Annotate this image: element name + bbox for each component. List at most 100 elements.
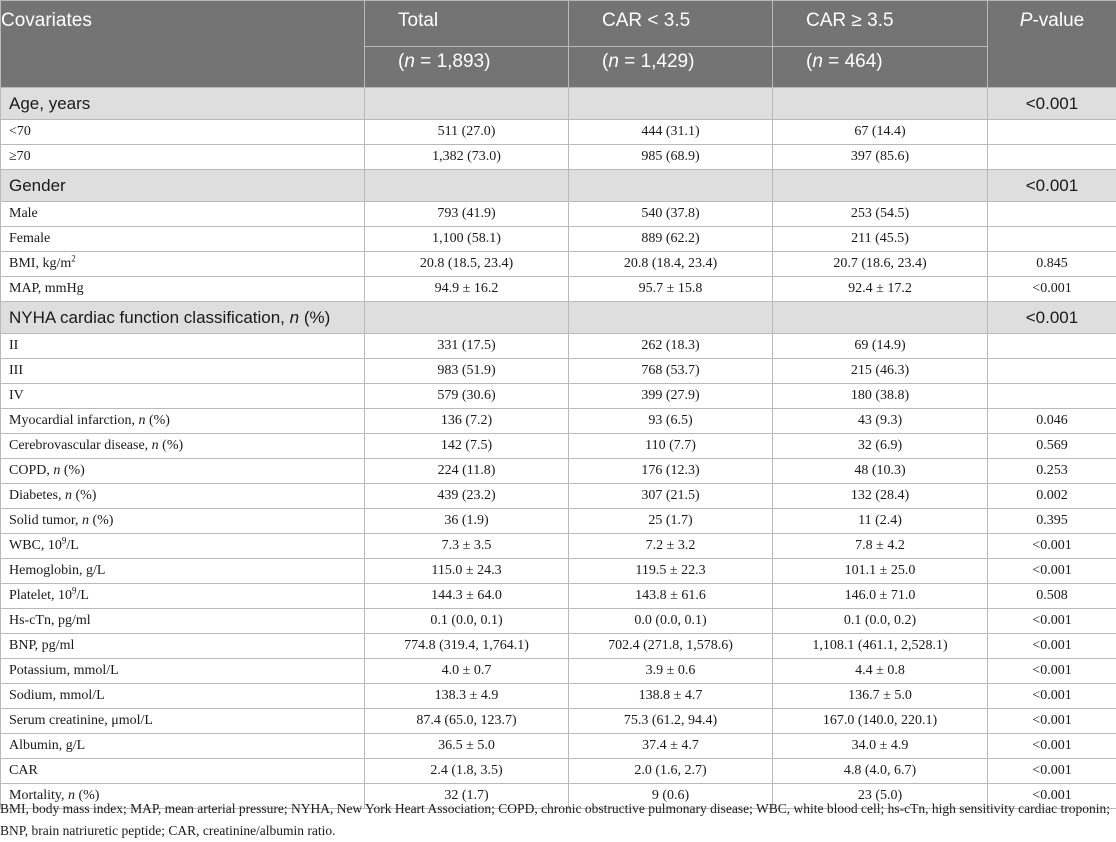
cell-text: = bbox=[823, 51, 845, 72]
table-cell: 7.3 ± 3.5 bbox=[365, 534, 569, 559]
table-cell: Solid tumor, n (%) bbox=[1, 509, 365, 534]
cell-text: 1,429 bbox=[641, 51, 689, 72]
table-cell: Sodium, mmol/L bbox=[1, 684, 365, 709]
header-total-n: (n = 1,893) bbox=[365, 47, 569, 88]
table-cell: 1,100 (58.1) bbox=[365, 227, 569, 252]
cell-text: COPD, bbox=[9, 463, 53, 478]
table-cell: Hs-cTn, pg/ml bbox=[1, 609, 365, 634]
table-cell: 115.0 ± 24.3 bbox=[365, 559, 569, 584]
cell-text: ) bbox=[484, 51, 490, 72]
header-car-high: CAR ≥ 3.5 bbox=[773, 1, 988, 47]
table-cell: Female bbox=[1, 227, 365, 252]
table-cell: 67 (14.4) bbox=[773, 120, 988, 145]
table-cell: Albumin, g/L bbox=[1, 734, 365, 759]
cell-text: n bbox=[82, 513, 89, 528]
table-cell: 4.8 (4.0, 6.7) bbox=[773, 759, 988, 784]
cell-text: (%) bbox=[72, 488, 97, 503]
table-cell: <0.001 bbox=[988, 734, 1116, 759]
table-cell: 983 (51.9) bbox=[365, 359, 569, 384]
table-cell: <70 bbox=[1, 120, 365, 145]
table-cell: 540 (37.8) bbox=[569, 202, 773, 227]
table-cell: WBC, 109/L bbox=[1, 534, 365, 559]
table-cell: 87.4 (65.0, 123.7) bbox=[365, 709, 569, 734]
table-cell: Age, years bbox=[1, 88, 365, 120]
table-cell bbox=[988, 359, 1116, 384]
table-cell: 768 (53.7) bbox=[569, 359, 773, 384]
table-cell: 69 (14.9) bbox=[773, 334, 988, 359]
table-cell: 0.0 (0.0, 0.1) bbox=[569, 609, 773, 634]
table-cell: 0.002 bbox=[988, 484, 1116, 509]
table-cell: <0.001 bbox=[988, 277, 1116, 302]
table-cell: 0.845 bbox=[988, 252, 1116, 277]
cell-text: /L bbox=[77, 588, 89, 603]
table-cell: Cerebrovascular disease, n (%) bbox=[1, 434, 365, 459]
table-cell: <0.001 bbox=[988, 534, 1116, 559]
table-cell: 110 (7.7) bbox=[569, 434, 773, 459]
cell-text: n bbox=[608, 51, 619, 72]
cell-text: (%) bbox=[145, 413, 170, 428]
table-cell: III bbox=[1, 359, 365, 384]
cell-text: -value bbox=[1032, 10, 1084, 31]
table-cell: 215 (46.3) bbox=[773, 359, 988, 384]
cell-text: = bbox=[415, 51, 437, 72]
table-row: Diabetes, n (%)439 (23.2)307 (21.5)132 (… bbox=[1, 484, 1116, 509]
table-cell: 0.046 bbox=[988, 409, 1116, 434]
table-cell: 75.3 (61.2, 94.4) bbox=[569, 709, 773, 734]
table-cell: 138.8 ± 4.7 bbox=[569, 684, 773, 709]
table-cell: Male bbox=[1, 202, 365, 227]
cell-text: ) bbox=[876, 51, 882, 72]
table-cell bbox=[773, 302, 988, 334]
cell-text: /L bbox=[66, 538, 78, 553]
table-cell: II bbox=[1, 334, 365, 359]
section-row-gender: Gender <0.001 bbox=[1, 170, 1116, 202]
table-cell: Gender bbox=[1, 170, 365, 202]
cell-text: Total bbox=[398, 10, 438, 31]
table-cell: 101.1 ± 25.0 bbox=[773, 559, 988, 584]
table-cell: 2.0 (1.6, 2.7) bbox=[569, 759, 773, 784]
table-cell: 774.8 (319.4, 1,764.1) bbox=[365, 634, 569, 659]
cell-text: (%) bbox=[299, 308, 330, 327]
table-cell bbox=[569, 170, 773, 202]
table-cell: <0.001 bbox=[988, 170, 1116, 202]
table-cell: 180 (38.8) bbox=[773, 384, 988, 409]
table-cell: 7.8 ± 4.2 bbox=[773, 534, 988, 559]
cell-text: Covariates bbox=[1, 10, 92, 31]
header-car-low-n: (n = 1,429) bbox=[569, 47, 773, 88]
cell-text: P bbox=[1020, 10, 1033, 31]
table-cell: 444 (31.1) bbox=[569, 120, 773, 145]
table-cell: 579 (30.6) bbox=[365, 384, 569, 409]
table-cell: 146.0 ± 71.0 bbox=[773, 584, 988, 609]
table-cell bbox=[988, 384, 1116, 409]
table-cell: 224 (11.8) bbox=[365, 459, 569, 484]
table-cell: <0.001 bbox=[988, 609, 1116, 634]
table-cell: <0.001 bbox=[988, 559, 1116, 584]
cell-text: 2 bbox=[71, 253, 76, 263]
baseline-characteristics-table: Covariates Total CAR < 3.5 CAR ≥ 3.5 P-v… bbox=[0, 0, 1116, 809]
table-cell: 0.569 bbox=[988, 434, 1116, 459]
table-cell: 439 (23.2) bbox=[365, 484, 569, 509]
header-car-low: CAR < 3.5 bbox=[569, 1, 773, 47]
table-cell: 144.3 ± 64.0 bbox=[365, 584, 569, 609]
cell-text: CAR < 3.5 bbox=[602, 10, 690, 31]
table-cell: 1,108.1 (461.1, 2,528.1) bbox=[773, 634, 988, 659]
table-cell: 0.395 bbox=[988, 509, 1116, 534]
table-cell: Hemoglobin, g/L bbox=[1, 559, 365, 584]
table-cell: 136.7 ± 5.0 bbox=[773, 684, 988, 709]
table-cell bbox=[365, 302, 569, 334]
table-cell bbox=[988, 227, 1116, 252]
cell-text: NYHA cardiac function classification, bbox=[9, 308, 290, 327]
table-cell: 11 (2.4) bbox=[773, 509, 988, 534]
table-cell: 20.7 (18.6, 23.4) bbox=[773, 252, 988, 277]
table-cell bbox=[988, 202, 1116, 227]
table-cell: 889 (62.2) bbox=[569, 227, 773, 252]
cell-text: Solid tumor, bbox=[9, 513, 82, 528]
